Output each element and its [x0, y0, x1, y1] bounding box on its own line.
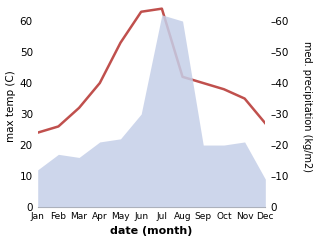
- Y-axis label: max temp (C): max temp (C): [5, 70, 16, 142]
- X-axis label: date (month): date (month): [110, 227, 193, 236]
- Y-axis label: med. precipitation (kg/m2): med. precipitation (kg/m2): [302, 41, 313, 172]
